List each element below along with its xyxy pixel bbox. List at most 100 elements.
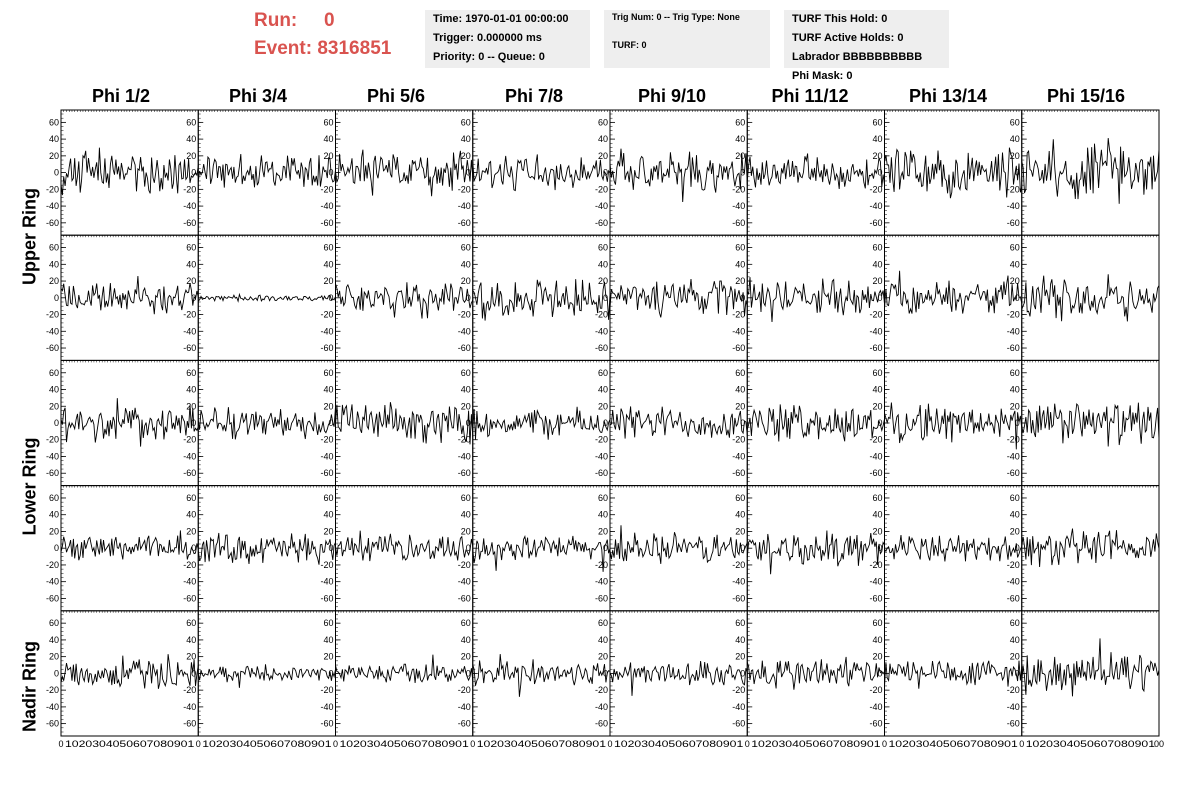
y-tick-label: 0 <box>740 668 745 678</box>
x-tick-label: 0 <box>1019 739 1024 749</box>
trigger-text: Trigger: 0.000000 ms <box>433 32 542 44</box>
y-tick-label: -40 <box>595 577 608 587</box>
y-tick-label: -60 <box>1007 468 1020 478</box>
y-tick-label: 60 <box>735 493 745 503</box>
y-tick-label: -60 <box>732 218 745 228</box>
y-tick-label: 40 <box>1010 385 1020 395</box>
y-tick-label: 60 <box>598 493 608 503</box>
y-tick-label: -20 <box>458 685 471 695</box>
y-tick-label: -20 <box>458 184 471 194</box>
y-tick-label: -20 <box>1007 560 1020 570</box>
y-tick-label: 20 <box>1010 151 1020 161</box>
waveform-trace <box>472 154 611 192</box>
waveform-grid: 60 40 20 0 -20 -40 -60 60 40 20 0 -20 -40 -60 60 40 20 0 -… <box>46 109 1164 749</box>
y-tick-label: -40 <box>46 201 59 211</box>
y-tick-label: 0 <box>466 543 471 553</box>
y-tick-label: -20 <box>595 184 608 194</box>
y-tick-label: 20 <box>598 401 608 411</box>
plot-frame <box>746 610 885 737</box>
y-tick-label: -40 <box>320 201 333 211</box>
y-tick-label: 20 <box>735 526 745 536</box>
run-label-text: Run: <box>254 10 298 31</box>
y-tick-label: -20 <box>320 435 333 445</box>
y-tick-label: -60 <box>458 468 471 478</box>
waveform-trace <box>335 530 474 562</box>
y-tick-label: 40 <box>323 510 333 520</box>
event-line: Event: 8316851 <box>254 38 391 60</box>
y-tick-label: -20 <box>46 310 59 320</box>
waveform-trace <box>472 534 611 572</box>
y-tick-label: 40 <box>1010 635 1020 645</box>
y-tick-label: 0 <box>466 168 471 178</box>
y-tick-label: -60 <box>869 343 882 353</box>
waveform-trace <box>197 153 336 188</box>
y-tick-label: 40 <box>735 259 745 269</box>
y-tick-label: 60 <box>735 618 745 628</box>
y-tick-label: 20 <box>872 401 882 411</box>
y-tick-label: -20 <box>595 685 608 695</box>
y-tick-label: 40 <box>186 510 196 520</box>
y-tick-label: 20 <box>735 401 745 411</box>
y-tick-label: -40 <box>183 451 196 461</box>
y-tick-label: -20 <box>320 184 333 194</box>
y-tick-label: 40 <box>186 259 196 269</box>
y-tick-label: -60 <box>46 468 59 478</box>
trigger-info-box: Trig Num: 0 -- Trig Type: None TURF: 0 <box>604 10 770 68</box>
y-tick-label: 40 <box>872 134 882 144</box>
x-tick-label: 0 <box>745 739 750 749</box>
plot-frame <box>609 109 748 236</box>
y-tick-label: -60 <box>1007 719 1020 729</box>
y-tick-label: 40 <box>461 510 471 520</box>
y-tick-label: -20 <box>183 685 196 695</box>
waveform-trace <box>746 656 885 690</box>
waveform-trace <box>884 660 1023 689</box>
waveform-trace <box>335 282 474 319</box>
y-tick-label: -20 <box>320 310 333 320</box>
plot-frame <box>335 610 474 737</box>
y-tick-label: 20 <box>323 151 333 161</box>
y-tick-label: 0 <box>877 418 882 428</box>
y-tick-label: 0 <box>1015 293 1020 303</box>
waveform-trace <box>746 153 885 190</box>
y-tick-label: -40 <box>458 577 471 587</box>
y-tick-label: 0 <box>191 543 196 553</box>
y-tick-label: 20 <box>1010 401 1020 411</box>
y-tick-label: 60 <box>1010 117 1020 127</box>
plot-frame <box>197 234 336 361</box>
waveform-trace <box>198 292 336 303</box>
x-tick-label: 1020304050607080901 <box>751 739 880 749</box>
turf-active-text: TURF Active Holds: 0 <box>792 32 904 44</box>
y-tick-label: 0 <box>466 418 471 428</box>
y-tick-label: -20 <box>732 184 745 194</box>
y-tick-label: 0 <box>466 293 471 303</box>
y-tick-label: 0 <box>603 293 608 303</box>
y-tick-label: 20 <box>872 276 882 286</box>
y-tick-label: -60 <box>1007 343 1020 353</box>
y-tick-label: -40 <box>458 451 471 461</box>
waveform-trace <box>60 654 199 689</box>
y-tick-label: 20 <box>1010 526 1020 536</box>
y-tick-label: 20 <box>323 526 333 536</box>
x-tick-label: 0 <box>470 739 475 749</box>
x-tick-label: 1020304050607080901 <box>477 739 606 749</box>
y-tick-label: -20 <box>320 685 333 695</box>
plot-frame <box>884 234 1023 361</box>
y-tick-label: 20 <box>186 401 196 411</box>
y-tick-label: -40 <box>595 326 608 336</box>
y-tick-label: 40 <box>735 635 745 645</box>
y-tick-label: -60 <box>595 343 608 353</box>
y-tick-label: 60 <box>323 368 333 378</box>
event-label-text: Event: <box>254 38 313 59</box>
y-tick-label: -20 <box>183 560 196 570</box>
y-tick-label: -20 <box>869 310 882 320</box>
x-tick-label: 0 <box>882 739 887 749</box>
y-tick-label: -40 <box>869 201 882 211</box>
y-tick-label: 0 <box>603 668 608 678</box>
y-tick-label: 60 <box>323 618 333 628</box>
y-tick-label: 0 <box>191 293 196 303</box>
y-tick-label: 40 <box>323 635 333 645</box>
y-tick-label: 0 <box>740 293 745 303</box>
y-tick-label: -60 <box>320 468 333 478</box>
y-tick-label: -20 <box>183 310 196 320</box>
y-tick-label: 40 <box>872 385 882 395</box>
